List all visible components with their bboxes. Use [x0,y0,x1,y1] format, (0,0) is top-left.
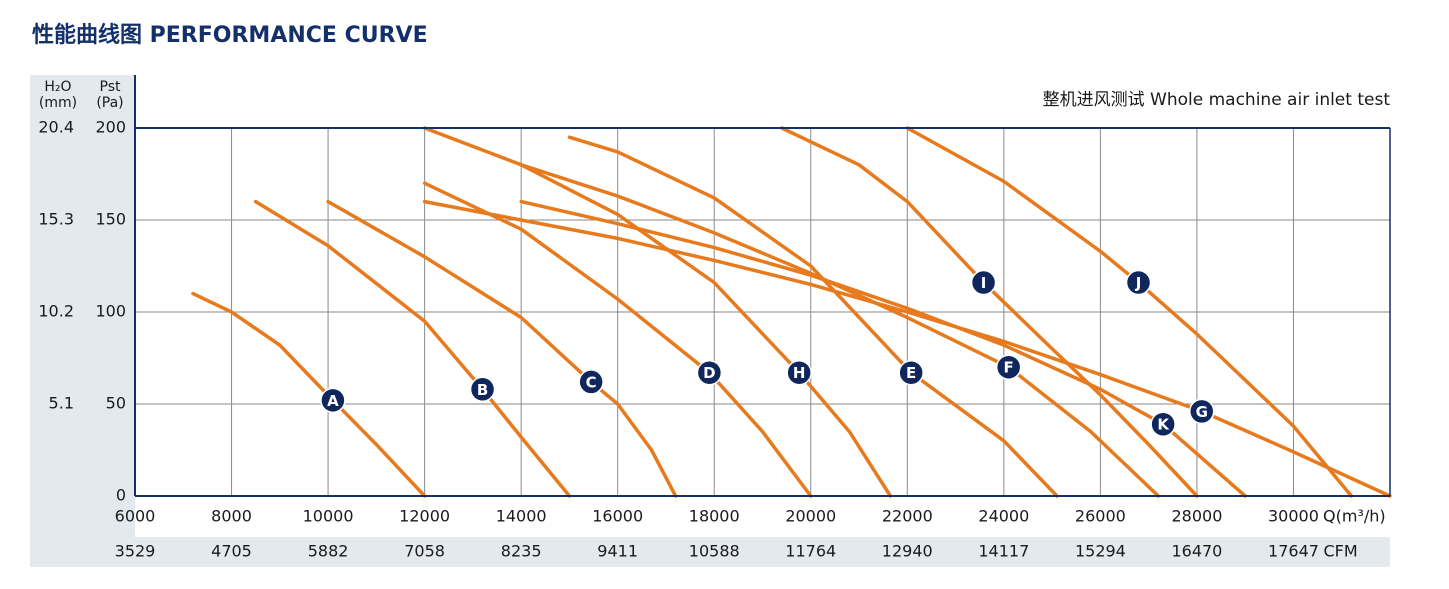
x2-tick-label: 9411 [597,542,638,561]
y2-tick-label: 15.3 [38,210,74,229]
curve [567,135,1059,498]
x2-tick-label: 14117 [978,542,1029,561]
legend-label: E [906,364,916,382]
curve [422,199,1392,498]
x-tick-label: 28000 [1171,507,1222,526]
cfm-band [30,537,1390,567]
y-tick-label: 150 [95,210,126,229]
curve-marker [1189,398,1215,425]
annotation: 整机进风测试 Whole machine air inlet test [1043,90,1391,110]
curve-marker [1150,411,1176,437]
curve-marker [469,376,496,403]
legend-label: B [477,381,488,399]
x-tick-label: 14000 [496,507,547,526]
x-axis-label: Q(m³/h) [1323,507,1386,526]
curve-marker [696,359,723,386]
legend-label: I [981,274,987,292]
curve [519,199,1247,498]
x2-tick-label: 5882 [308,542,349,561]
x-tick-label: 20000 [785,507,836,526]
legend-label: J [1135,274,1142,292]
x-tick-label: 24000 [978,507,1029,526]
legend-label: C [586,373,597,391]
x2-tick-label: 16470 [1171,542,1222,561]
curve-marker [898,359,924,386]
x-tick-label: 18000 [689,507,740,526]
x2-tick-label: 3529 [115,542,156,561]
curve-marker [970,269,997,296]
legend-label: H [793,364,806,382]
x2-tick-label: 7058 [404,542,445,561]
y-label: (Pa) [96,95,123,111]
x-tick-label: 30000 [1268,507,1319,526]
y2-tick-label: 5.1 [49,394,74,413]
y2-label: H₂O [44,79,71,95]
y-label: Pst [100,79,121,95]
left-panel [30,75,135,567]
curve-marker [578,369,604,395]
x2-tick-label: 17647 [1268,542,1319,561]
x2-tick-label: 15294 [1075,542,1126,561]
x2-tick-label: 4705 [211,542,252,561]
x2-tick-label: 8235 [501,542,542,561]
curve-marker [1125,269,1152,296]
x-tick-label: 8000 [211,507,252,526]
x2-axis-label: CFM [1323,542,1357,561]
legend-label: A [327,392,339,410]
y2-tick-label: 10.2 [38,302,74,321]
curve-marker [320,387,346,414]
y2-label: (mm) [39,95,77,111]
x-tick-label: 22000 [882,507,933,526]
legend-label: F [1004,359,1014,377]
curve [519,163,1161,498]
curve-marker [995,354,1022,380]
x2-tick-label: 11764 [785,542,836,561]
curve [422,181,813,498]
y-tick-label: 200 [95,118,126,137]
curve [191,291,427,498]
labels: A B C D H E F I J G K [320,269,1215,437]
legend-label: G [1196,403,1208,421]
x2-tick-label: 12940 [882,542,933,561]
x-tick-label: 10000 [303,507,354,526]
y2-tick-label: 20.4 [38,118,74,137]
x2-tick-label: 10588 [689,542,740,561]
curve [253,199,572,498]
curve-marker [786,359,812,386]
legend-label: D [703,364,715,382]
x-tick-label: 26000 [1075,507,1126,526]
x-tick-label: 16000 [592,507,643,526]
chart-title: 性能曲线图 PERFORMANCE CURVE [32,22,428,48]
x-tick-label: 6000 [115,507,156,526]
y-tick-label: 100 [95,302,126,321]
curve [780,126,1199,498]
y-tick-label: 0 [116,486,126,505]
legend-label: K [1157,416,1170,434]
y-tick-label: 50 [106,394,126,413]
x-tick-label: 12000 [399,507,450,526]
